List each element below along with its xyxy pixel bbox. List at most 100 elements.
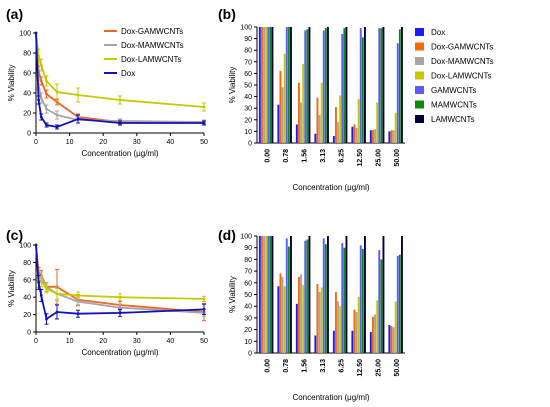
bar-mamwcnts: [398, 254, 401, 353]
x-tick-label: 6.25: [338, 149, 345, 163]
data-point: [76, 117, 80, 121]
y-tick-label: 10: [244, 129, 252, 136]
data-point: [45, 92, 48, 96]
bar-dox: [295, 124, 298, 143]
bar-mamwcnts: [398, 29, 401, 143]
y-tick-label: 80: [244, 48, 252, 55]
data-point: [76, 312, 80, 316]
y-tick-label: 40: [23, 91, 31, 98]
panel-label: (d): [218, 227, 236, 243]
bar-gamwcnts: [341, 33, 344, 143]
x-tick-label: 0: [34, 338, 38, 345]
bar-dox: [258, 236, 261, 353]
x-tick-label: 20: [99, 139, 107, 146]
legend-swatch: [415, 42, 424, 51]
bar-mamwcnts: [269, 27, 272, 143]
y-tick-label: 20: [244, 327, 252, 334]
bar-mamwcnts: [306, 29, 309, 143]
bar-dox-lamwcnts: [265, 236, 268, 353]
bar-dox-gamwcnts: [298, 82, 300, 143]
bar-gamwcnts: [396, 43, 399, 143]
bar-dox-gamwcnts: [316, 283, 319, 353]
x-tick-label: 0.00: [264, 149, 271, 163]
data-point: [118, 295, 122, 299]
x-tick-label: 12.50: [357, 149, 364, 167]
bar-dox-mamwcnts: [392, 130, 395, 143]
y-tick-label: 100: [240, 25, 252, 32]
y-tick-label: 100: [19, 243, 31, 250]
bar-mamwcnts: [380, 28, 383, 143]
data-point: [202, 297, 206, 301]
x-tick-label: 25.00: [375, 359, 382, 377]
legend-label: MAMWCNTs: [431, 101, 477, 110]
x-tick-label: 50.00: [394, 359, 401, 377]
bar-dox-lamwcnts: [302, 285, 305, 353]
x-tick-label: 10: [66, 139, 74, 146]
bar-gamwcnts: [267, 27, 270, 143]
bar-lamwcnts: [364, 236, 366, 353]
bar-gamwcnts: [285, 27, 288, 143]
bar-mamwcnts: [324, 28, 327, 143]
panel-a: (a) 0 20 40 60 80 100 % Viability 0 10 20 30 40 50 Con…: [6, 6, 208, 158]
y-axis-label: % Viability: [7, 65, 16, 102]
y-tick-label: 60: [23, 71, 31, 78]
y-tick-label: 20: [244, 117, 252, 124]
bar-gamwcnts: [396, 255, 399, 353]
bar-dox-lamwcnts: [283, 286, 286, 353]
legend-label: GAMWCNTs: [431, 86, 476, 95]
x-tick-label: 0.78: [283, 359, 290, 373]
bar-gamwcnts: [378, 28, 381, 143]
x-tick-label: 1.56: [301, 149, 308, 163]
bar-dox-mamwcnts: [300, 102, 302, 143]
bar-mamwcnts: [324, 244, 327, 353]
data-point: [45, 287, 48, 290]
bar-lamwcnts: [271, 27, 274, 143]
x-tick-label: 10: [66, 338, 74, 345]
x-tick-label: 50: [200, 139, 208, 146]
legend-label: Dox: [431, 28, 445, 37]
bar-dox-gamwcnts: [298, 276, 300, 353]
x-tick-label: 6.25: [338, 359, 345, 373]
bar-dox-gamwcnts: [279, 273, 282, 353]
bar-gamwcnts: [341, 243, 344, 353]
data-point: [55, 310, 59, 314]
bar-dox-lamwcnts: [376, 300, 379, 353]
bar-lamwcnts: [271, 236, 274, 353]
bar-dox-mamwcnts: [374, 129, 376, 143]
bar-dox-gamwcnts: [316, 97, 319, 143]
x-tick-label: 50: [200, 338, 208, 345]
bar-dox-mamwcnts: [281, 276, 284, 353]
y-tick-label: 20: [23, 111, 31, 118]
bar-dox-gamwcnts: [390, 326, 393, 353]
x-tick-label: 3.13: [320, 149, 327, 163]
data-point: [55, 113, 59, 117]
y-tick-label: 80: [23, 260, 31, 267]
bar-dox-mamwcnts: [300, 274, 302, 353]
data-point: [45, 79, 48, 83]
bar-lamwcnts: [290, 236, 292, 353]
bar-mamwcnts: [343, 28, 346, 143]
x-tick-label: 0: [34, 139, 38, 146]
bar-gamwcnts: [267, 236, 270, 353]
bar-dox-mamwcnts: [318, 115, 321, 143]
legend-swatch: [415, 28, 424, 36]
data-point: [39, 63, 43, 67]
data-point: [39, 294, 43, 297]
bar-dox-mamwcnts: [263, 27, 265, 143]
bar-lamwcnts: [364, 27, 366, 143]
bar-lamwcnts: [308, 27, 311, 143]
y-tick-label: 50: [244, 83, 252, 90]
bar-dox-lamwcnts: [339, 306, 342, 353]
series-line-dox-lamwcnts: [35, 244, 205, 300]
panel-c: (c) 0 20 40 60 80 100 % Viability 0 10 20 30 40 50 Con…: [6, 227, 208, 357]
bar-dox-gamwcnts: [261, 236, 263, 353]
bar-dox-mamwcnts: [355, 127, 358, 143]
data-point: [45, 317, 48, 321]
bar-dox: [332, 136, 335, 143]
legend-label: Dox-LAMWCNTs: [431, 72, 491, 81]
x-tick-label: 0.00: [264, 359, 271, 373]
bar-lamwcnts: [308, 236, 311, 353]
data-point: [34, 243, 38, 247]
data-point: [37, 98, 41, 102]
x-tick-label: 50.00: [394, 149, 401, 167]
